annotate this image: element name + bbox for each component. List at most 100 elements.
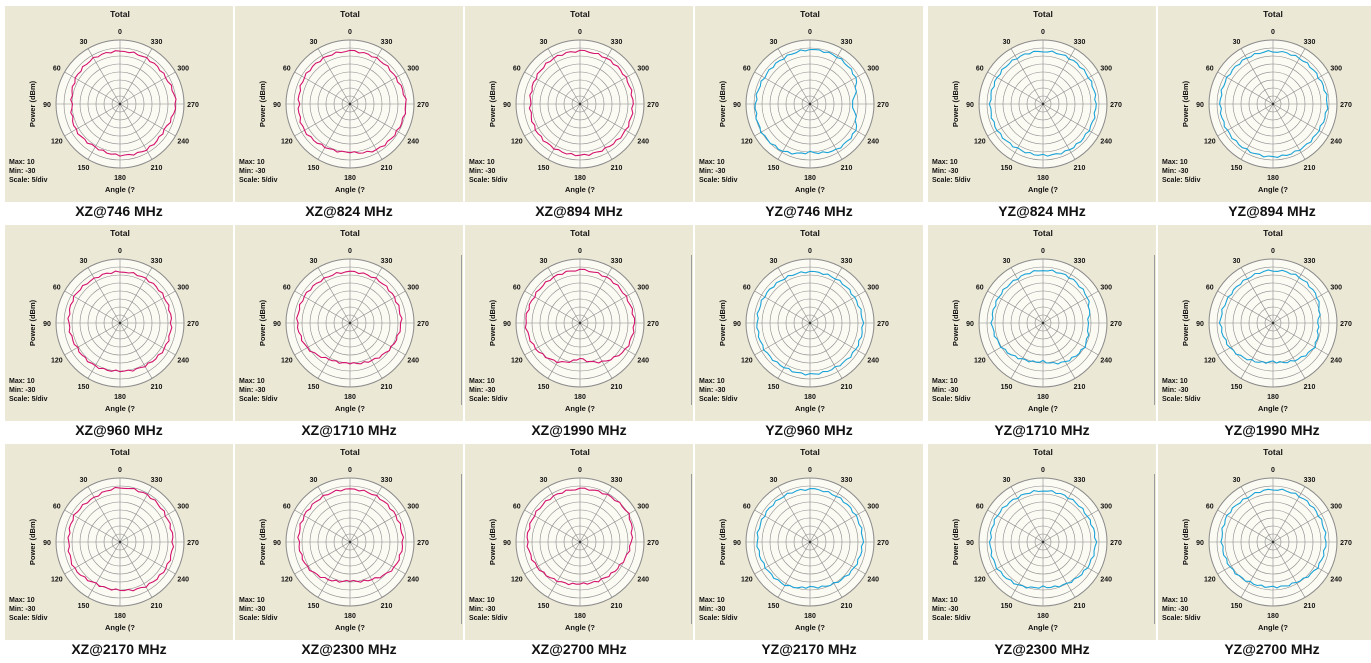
angle-tick-label: 150 [78,165,90,172]
series-trace [297,49,407,154]
max-label: Max: 10 [239,159,265,166]
angle-tick-label: 300 [637,285,649,292]
angle-tick-label: 120 [281,139,293,146]
angle-tick-label: 60 [283,504,291,511]
angle-tick-label: 90 [1196,540,1204,547]
center-point [808,540,812,544]
grid-spoke [809,486,843,543]
angle-tick-label: 120 [1204,358,1216,365]
grid-spoke [294,103,351,137]
grid-spoke [294,322,351,356]
y-axis-label: Power (dBm) [951,80,960,127]
angle-tick-label: 60 [976,285,984,292]
angle-tick-label: 120 [741,577,753,584]
angle-tick-label: 120 [974,577,986,584]
grid-spoke [1042,322,1076,379]
min-label: Min: -30 [699,387,726,394]
center-point [118,321,122,325]
angle-tick-label: 0 [348,248,352,255]
grid-spoke [754,71,811,105]
grid-spoke [119,103,176,137]
angle-tick-label: 210 [1074,603,1086,610]
grid-spoke [1272,71,1329,105]
polar-chart-svg: 0 30 60 90 120 150 180 210 240 270 300 330 Total Powe… [928,225,1156,421]
angle-tick-label: 150 [308,603,320,610]
max-label: Max: 10 [699,378,725,385]
max-label: Max: 10 [1162,597,1188,604]
angle-tick-label: 90 [966,321,974,328]
grid-spoke [317,267,351,324]
angle-tick-label: 90 [733,321,741,328]
angle-tick-label: 30 [540,39,548,46]
series-trace [528,49,634,157]
x-axis-label: Angle (? [565,623,595,632]
grid-spoke [1042,509,1099,543]
angle-tick-label: 240 [407,577,419,584]
angle-tick-label: 120 [974,139,986,146]
angle-tick-label: 180 [1037,175,1049,182]
max-label: Max: 10 [932,597,958,604]
chart-caption: XZ@960 MHz [75,422,163,438]
scale-label: Scale: 5/div [239,177,278,184]
angle-tick-label: 30 [770,477,778,484]
angle-tick-label: 120 [511,577,523,584]
grid-spoke [64,103,121,137]
angle-tick-label: 0 [1271,248,1275,255]
scale-label: Scale: 5/div [239,615,278,622]
polar-chart-svg: 0 30 60 90 120 150 180 210 240 270 300 330 Total Powe… [465,6,693,202]
angle-tick-label: 210 [151,603,163,610]
grid-spoke [579,322,613,379]
grid-spoke [579,103,613,160]
grid-spoke [349,267,383,324]
polar-chart-cell: 0 30 60 90 120 150 180 210 240 270 300 330 Total Powe… [465,444,693,663]
angle-tick-label: 180 [1037,394,1049,401]
angle-tick-label: 30 [80,477,88,484]
angle-tick-label: 240 [1330,139,1342,146]
max-label: Max: 10 [9,597,35,604]
grid-spoke [119,541,153,598]
angle-tick-label: 150 [1001,603,1013,610]
chart-caption: YZ@2300 MHz [994,641,1090,657]
chart-caption: XZ@824 MHz [305,203,393,219]
min-label: Min: -30 [699,168,726,175]
angle-tick-label: 180 [804,613,816,620]
angle-tick-label: 240 [177,358,189,365]
angle-tick-label: 0 [578,248,582,255]
grid-spoke [1272,322,1329,356]
grid-spoke [1010,48,1044,105]
max-label: Max: 10 [469,378,495,385]
polar-chart-cell: 0 30 60 90 120 150 180 210 240 270 300 330 Total Powe… [1158,444,1371,663]
angle-tick-label: 120 [511,358,523,365]
grid-spoke [1010,541,1044,598]
center-point [1271,321,1275,325]
angle-tick-label: 270 [1340,321,1352,328]
grid-spoke [119,71,176,105]
grid-spoke [1217,290,1274,324]
angle-tick-label: 120 [741,358,753,365]
min-label: Min: -30 [1162,606,1189,613]
series-trace [990,269,1091,365]
angle-tick-label: 180 [574,394,586,401]
grid-spoke [987,509,1044,543]
grid-spoke [1042,541,1076,598]
angle-tick-label: 180 [574,175,586,182]
chart-title: Total [110,9,130,19]
chart-title: Total [570,9,590,19]
angle-tick-label: 300 [867,285,879,292]
angle-tick-label: 240 [867,577,879,584]
min-label: Min: -30 [1162,168,1189,175]
angle-tick-label: 0 [1271,467,1275,474]
min-label: Min: -30 [932,606,959,613]
grid-spoke [1042,48,1076,105]
angle-tick-label: 330 [1074,477,1086,484]
min-label: Min: -30 [469,606,496,613]
polar-chart-svg: 0 30 60 90 120 150 180 210 240 270 300 330 Total Powe… [695,444,923,640]
y-axis-label: Power (dBm) [1181,80,1190,127]
grid-spoke [317,103,351,160]
grid-spoke [87,267,121,324]
angle-tick-label: 0 [118,29,122,36]
scale-label: Scale: 5/div [699,396,738,403]
chart-caption: YZ@2700 MHz [1224,641,1320,657]
angle-tick-label: 90 [503,102,511,109]
min-label: Min: -30 [699,606,726,613]
